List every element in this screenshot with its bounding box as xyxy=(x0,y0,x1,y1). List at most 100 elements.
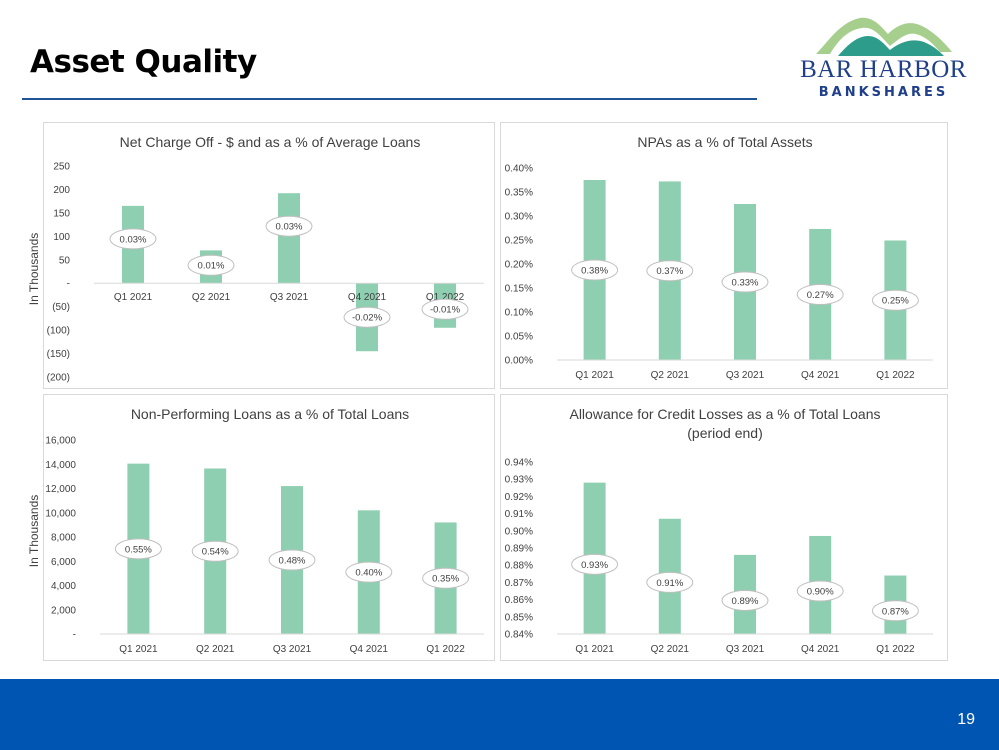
y-tick-label: 0.05% xyxy=(505,332,533,343)
y-tick-label: 0.85% xyxy=(505,612,533,623)
data-label-bubble xyxy=(114,538,162,560)
data-label-bubble xyxy=(646,571,694,593)
y-tick-label: 0.92% xyxy=(505,492,533,503)
y-tick-label: 0.30% xyxy=(505,212,533,223)
y-tick-label: 14,000 xyxy=(45,460,76,471)
page-number: 19 xyxy=(957,711,975,728)
mountain-inner-shape xyxy=(838,36,944,56)
data-label-bubble xyxy=(796,580,844,602)
title-underline xyxy=(22,98,757,100)
chart-panel-net-charge-off: Net Charge Off - $ and as a % of Average… xyxy=(43,122,495,389)
x-tick-label: Q4 2021 xyxy=(801,370,840,381)
bar-harbor-logo: BAR HARBOR BANKSHARES xyxy=(796,12,971,100)
x-tick-label: Q3 2021 xyxy=(726,370,765,381)
data-label: 0.03% xyxy=(276,222,303,233)
x-tick-label: Q1 2021 xyxy=(119,644,158,655)
y-tick-label: 0.94% xyxy=(505,458,533,469)
y-tick-label: (50) xyxy=(52,302,70,313)
y-tick-label: 200 xyxy=(53,185,70,196)
x-tick-label: Q2 2021 xyxy=(651,644,690,655)
y-tick-label: (150) xyxy=(47,349,70,360)
chart-title: Non-Performing Loans as a % of Total Loa… xyxy=(131,406,409,422)
y-tick-label: 150 xyxy=(53,208,70,219)
data-label-bubble xyxy=(191,540,239,562)
data-label: 0.33% xyxy=(732,278,759,289)
mountain-logo-icon xyxy=(816,17,952,56)
npas-chart: NPAs as a % of Total Assets 0.40% 0.35% 0.3… xyxy=(505,134,933,381)
y-tick-label: 6,000 xyxy=(51,557,76,568)
y-tick-label: 0.20% xyxy=(505,260,533,271)
data-label-bubble xyxy=(421,298,469,320)
chart-title: Allowance for Credit Losses as a % of To… xyxy=(569,406,880,422)
x-tick-label: Q2 2021 xyxy=(196,644,235,655)
y-tick-label: 0.35% xyxy=(505,188,533,199)
data-label: 0.93% xyxy=(581,560,608,571)
y-tick-label: - xyxy=(67,279,70,290)
y-tick-label: 0.15% xyxy=(505,284,533,295)
x-tick-label: Q2 2021 xyxy=(651,370,690,381)
y-tick-label: (100) xyxy=(47,326,70,337)
x-tick-label: Q3 2021 xyxy=(273,644,312,655)
data-label: 0.35% xyxy=(432,574,459,585)
x-tick-label: Q4 2021 xyxy=(350,644,389,655)
data-label-bubble xyxy=(571,553,619,575)
y-tick-label: 100 xyxy=(53,232,70,243)
data-label-bubble xyxy=(871,600,919,622)
data-label-bubble xyxy=(796,283,844,305)
data-label: 0.01% xyxy=(198,261,225,272)
y-tick-label: 0.84% xyxy=(505,630,533,641)
data-label-bubble xyxy=(109,228,157,250)
y-axis-title-bottom: In Thousands xyxy=(27,494,41,568)
data-label: 0.27% xyxy=(807,290,834,301)
data-label-bubble xyxy=(187,254,235,276)
x-tick-label: Q4 2021 xyxy=(348,292,387,303)
data-label: 0.25% xyxy=(882,296,909,307)
y-tick-label: 4,000 xyxy=(51,581,76,592)
x-tick-label: Q1 2021 xyxy=(114,292,153,303)
x-tick-label: Q4 2021 xyxy=(801,644,840,655)
y-tick-label: 0.93% xyxy=(505,475,533,486)
y-tick-label: 0.00% xyxy=(505,356,533,367)
chart-panel-allowance: Allowance for Credit Losses as a % of To… xyxy=(500,394,948,661)
data-label-bubble xyxy=(646,260,694,282)
y-tick-label: 0.88% xyxy=(505,561,533,572)
x-tick-label: Q1 2022 xyxy=(876,644,915,655)
data-label-bubble xyxy=(345,561,393,583)
y-tick-label: 0.89% xyxy=(505,544,533,555)
chart-title: NPAs as a % of Total Assets xyxy=(637,134,812,150)
data-label-bubble xyxy=(871,289,919,311)
data-label-bubble xyxy=(721,589,769,611)
y-tick-label: 0.86% xyxy=(505,595,533,606)
data-label-bubble xyxy=(422,567,470,589)
data-label-bubble xyxy=(721,271,769,293)
footer-bar: 19 xyxy=(0,679,999,750)
x-tick-label: Q1 2021 xyxy=(575,370,614,381)
chart-title: (period end) xyxy=(687,425,763,441)
y-axis-title-top: In Thousands xyxy=(27,232,41,306)
data-label: 0.91% xyxy=(656,578,683,589)
y-tick-label: 250 xyxy=(53,162,70,173)
npl-chart: Non-Performing Loans as a % of Total Loa… xyxy=(45,406,484,655)
x-tick-label: Q2 2021 xyxy=(192,292,231,303)
x-tick-label: Q1 2022 xyxy=(426,644,465,655)
chart-panel-npas: NPAs as a % of Total Assets 0.40% 0.35% 0.3… xyxy=(500,122,948,389)
data-label: 0.48% xyxy=(279,556,306,567)
data-label: 0.90% xyxy=(807,586,834,597)
y-tick-label: 0.90% xyxy=(505,526,533,537)
y-tick-label: 8,000 xyxy=(51,533,76,544)
y-tick-label: 50 xyxy=(59,255,71,266)
x-tick-label: Q1 2021 xyxy=(575,644,614,655)
y-tick-label: (200) xyxy=(47,373,70,384)
data-label: 0.55% xyxy=(125,544,152,555)
net-charge-off-chart: Net Charge Off - $ and as a % of Average… xyxy=(47,134,484,384)
y-tick-label: 2,000 xyxy=(51,605,76,616)
y-tick-label: - xyxy=(73,630,76,641)
y-tick-label: 0.10% xyxy=(505,308,533,319)
y-tick-label: 0.87% xyxy=(505,578,533,589)
data-label: 0.87% xyxy=(882,606,909,617)
data-label: 0.37% xyxy=(656,266,683,277)
x-tick-label: Q1 2022 xyxy=(876,370,915,381)
x-tick-label: Q3 2021 xyxy=(726,644,765,655)
data-label-bubble xyxy=(343,306,391,328)
data-label: 0.40% xyxy=(355,568,382,579)
